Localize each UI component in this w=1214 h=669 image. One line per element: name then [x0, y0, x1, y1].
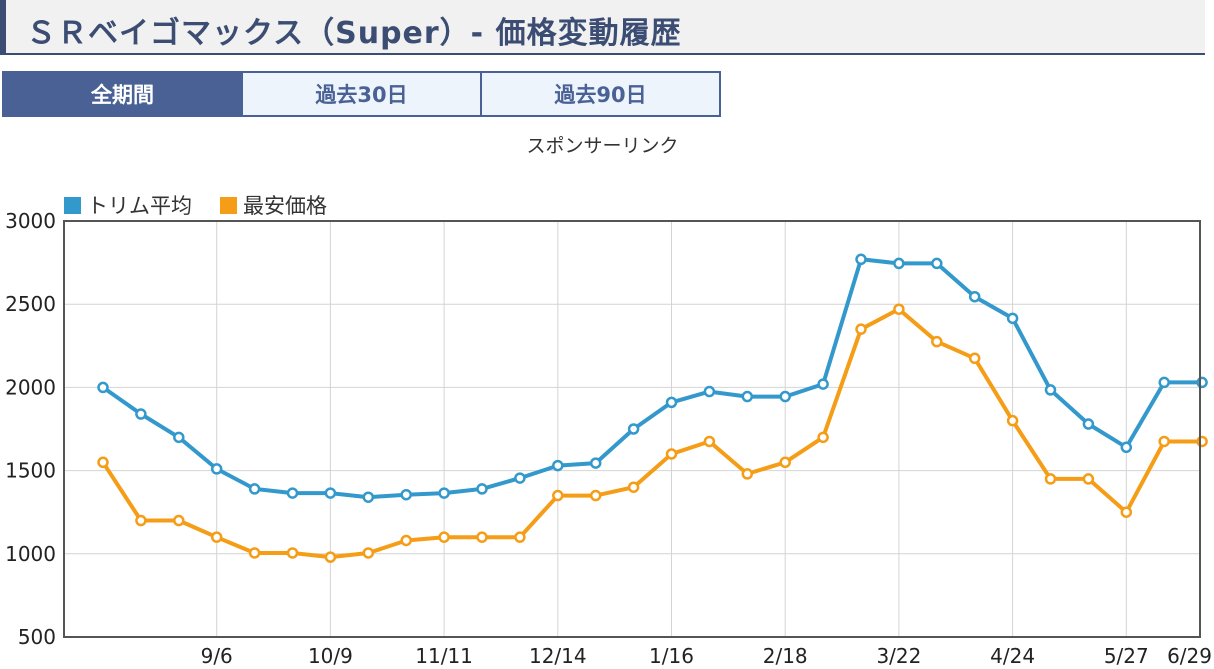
point-trim-average — [438, 487, 450, 499]
point-lowest-price — [210, 531, 223, 543]
point-trim-average — [703, 385, 716, 398]
point-lowest-price — [855, 323, 867, 335]
point-lowest-price — [665, 448, 678, 460]
x-tick-label: 1/16 — [649, 644, 694, 668]
point-trim-average — [741, 390, 754, 403]
point-lowest-price — [135, 514, 147, 527]
point-trim-average — [931, 257, 943, 270]
point-trim-average — [968, 290, 981, 303]
point-trim-average — [286, 487, 299, 499]
y-tick-label: 3000 — [5, 209, 56, 233]
point-trim-average — [135, 408, 147, 420]
point-lowest-price — [968, 352, 981, 365]
point-lowest-price — [286, 547, 299, 559]
point-lowest-price — [1158, 435, 1170, 448]
point-lowest-price — [552, 489, 564, 502]
x-tick-label: 11/11 — [415, 644, 473, 668]
point-trim-average — [817, 378, 829, 390]
x-tick-label: 5/27 — [1104, 644, 1149, 668]
y-tick-label: 2500 — [5, 292, 56, 316]
point-lowest-price — [1082, 473, 1095, 485]
x-tick-label: 4/24 — [990, 644, 1035, 668]
point-trim-average — [855, 253, 867, 266]
series-line-lowest-price — [101, 307, 1205, 560]
point-lowest-price — [779, 456, 791, 469]
point-lowest-price — [97, 456, 109, 469]
point-trim-average — [248, 483, 261, 495]
legend-label-lowest-price: 最安価格 — [243, 194, 327, 218]
point-trim-average — [173, 431, 185, 444]
title-bar: ＳＲベイゴマックス（Super）- 価格変動履歴 — [0, 0, 1205, 55]
point-lowest-price — [741, 468, 754, 480]
y-tick-label: 1500 — [5, 459, 56, 483]
point-lowest-price — [248, 547, 261, 559]
point-lowest-price — [1044, 473, 1057, 485]
sponsor-link-label: スポンサーリンク — [526, 135, 679, 157]
point-trim-average — [400, 488, 412, 501]
point-lowest-price — [324, 551, 337, 563]
legend-label-trim-average: トリム平均 — [87, 194, 192, 218]
point-trim-average — [1158, 376, 1170, 389]
point-trim-average — [1044, 384, 1057, 396]
x-tick-label: 3/22 — [876, 644, 921, 668]
point-trim-average — [552, 459, 564, 472]
point-lowest-price — [589, 489, 602, 502]
point-lowest-price — [438, 531, 450, 543]
point-trim-average — [779, 390, 791, 403]
point-trim-average — [1196, 376, 1208, 389]
point-lowest-price — [627, 481, 640, 493]
point-trim-average — [97, 381, 109, 394]
point-trim-average — [589, 457, 602, 469]
page-title: ＳＲベイゴマックス（Super）- 価格変動履歴 — [26, 16, 682, 51]
point-lowest-price — [476, 531, 488, 543]
point-trim-average — [627, 423, 640, 435]
plot-border — [63, 220, 1201, 638]
point-lowest-price — [817, 431, 829, 444]
x-tick-label: 9/6 — [201, 644, 233, 668]
point-trim-average — [514, 472, 526, 484]
x-tick-label: 12/14 — [529, 644, 587, 668]
chart-legend: トリム平均 最安価格 — [64, 190, 355, 220]
x-tick-label: 2/18 — [763, 644, 808, 668]
point-lowest-price — [1120, 506, 1133, 518]
legend-swatch-trim-average — [64, 196, 81, 214]
y-tick-label: 1000 — [5, 542, 56, 566]
legend-item-lowest-price[interactable]: 最安価格 — [220, 190, 327, 220]
point-trim-average — [1120, 441, 1133, 454]
series-line-trim-average — [101, 257, 1205, 500]
point-trim-average — [1006, 312, 1019, 325]
legend-item-trim-average[interactable]: トリム平均 — [64, 190, 192, 220]
point-lowest-price — [400, 534, 412, 547]
point-trim-average — [1082, 418, 1095, 430]
point-trim-average — [476, 483, 488, 495]
point-lowest-price — [931, 335, 943, 348]
point-trim-average — [324, 487, 337, 499]
x-tick-label: 10/9 — [308, 644, 353, 668]
point-trim-average — [362, 491, 375, 503]
point-lowest-price — [703, 435, 716, 448]
y-tick-label: 500 — [18, 625, 56, 649]
point-trim-average — [665, 396, 678, 409]
point-lowest-price — [1006, 414, 1019, 427]
point-trim-average — [893, 257, 905, 270]
point-lowest-price — [893, 303, 905, 315]
legend-swatch-lowest-price — [220, 196, 237, 214]
point-lowest-price — [1196, 435, 1208, 448]
point-trim-average — [210, 463, 223, 475]
y-tick-label: 2000 — [5, 375, 56, 399]
period-tabs: 全期間 過去30日 過去90日 — [2, 71, 721, 117]
point-lowest-price — [173, 514, 185, 527]
point-lowest-price — [514, 531, 526, 543]
tab-past-90-days[interactable]: 過去90日 — [480, 71, 721, 117]
point-lowest-price — [362, 547, 375, 559]
x-tick-label: 6/29 — [1167, 644, 1212, 668]
